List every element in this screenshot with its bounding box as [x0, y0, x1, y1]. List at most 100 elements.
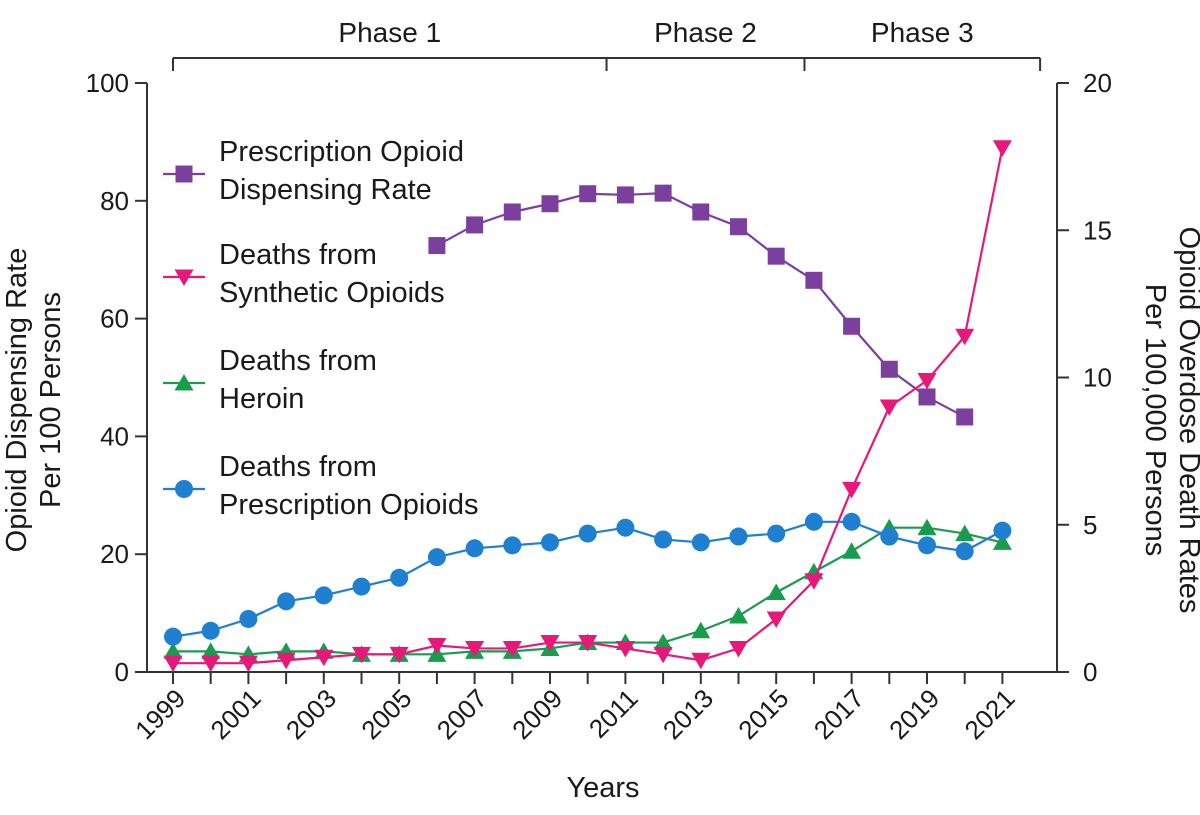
data-point-deaths-from-heroin — [201, 642, 221, 659]
data-point-prescription-opioid-dispensing-rate — [428, 237, 446, 255]
data-point-deaths-from-prescription-opioids — [201, 621, 220, 640]
left-y-tick-label: 100 — [86, 68, 129, 98]
data-point-prescription-opioid-dispensing-rate — [466, 216, 484, 234]
data-point-deaths-from-prescription-opioids — [654, 530, 673, 549]
series-prescription-opioid-dispensing-rate — [428, 184, 974, 426]
data-point-prescription-opioid-dispensing-rate — [692, 203, 710, 221]
data-point-deaths-from-heroin — [917, 518, 937, 536]
data-point-deaths-from-synthetic-opioids — [163, 655, 183, 673]
legend-label: Deaths from Prescription Opioids — [219, 451, 479, 521]
data-point-prescription-opioid-dispensing-rate — [579, 185, 597, 203]
data-point-deaths-from-prescription-opioids — [842, 512, 861, 531]
data-point-deaths-from-synthetic-opioids — [540, 635, 560, 652]
legend-entry-prescription-opioid-dispensing-rate: Prescription Opioid Dispensing Rate — [163, 136, 464, 206]
phase-label-3: Phase 3 — [871, 17, 974, 48]
data-point-deaths-from-prescription-opioids — [880, 527, 899, 546]
legend: Prescription Opioid Dispensing Rate Deaths… — [163, 136, 479, 521]
x-tick-label: 2013 — [657, 683, 719, 745]
right-y-axis-title: Opioid Overdose Death RatesPer 100,000 P… — [1139, 227, 1200, 614]
phase-brackets: Phase 1 Phase 2 Phase 3 — [172, 17, 1042, 71]
legend-swatch-marker — [174, 374, 194, 391]
data-point-deaths-from-synthetic-opioids — [465, 640, 485, 658]
data-point-deaths-from-synthetic-opioids — [804, 573, 824, 590]
data-point-deaths-from-synthetic-opioids — [238, 655, 258, 673]
x-tick-label: 2015 — [732, 683, 794, 745]
data-point-deaths-from-synthetic-opioids — [879, 399, 899, 416]
x-tick-label: 2005 — [355, 683, 417, 745]
data-point-deaths-from-prescription-opioids — [164, 627, 182, 646]
x-tick-label: 2021 — [959, 683, 1021, 745]
left-y-tick-label: 80 — [100, 186, 129, 216]
data-point-prescription-opioid-dispensing-rate — [503, 203, 521, 221]
phase-label-2: Phase 2 — [654, 17, 757, 48]
x-tick-label: 2017 — [808, 683, 870, 745]
data-point-deaths-from-heroin — [992, 533, 1012, 550]
data-point-deaths-from-prescription-opioids — [955, 542, 974, 561]
legend-entry-deaths-from-heroin: Deaths from Heroin — [163, 345, 377, 415]
right-y-tick-label: 0 — [1083, 657, 1097, 687]
legend-swatch-marker — [175, 480, 193, 498]
data-point-prescription-opioid-dispensing-rate — [767, 247, 785, 265]
x-tick-label: 2003 — [280, 683, 342, 745]
data-point-deaths-from-heroin — [766, 583, 786, 600]
left-y-axis-title: Opioid Dispensing RatePer 100 Persons — [1, 248, 67, 553]
data-point-deaths-from-prescription-opioids — [503, 536, 522, 555]
data-point-deaths-from-synthetic-opioids — [427, 637, 447, 655]
left-y-tick-label: 40 — [100, 421, 129, 451]
data-point-prescription-opioid-dispensing-rate — [654, 184, 672, 202]
data-point-deaths-from-heroin — [842, 542, 862, 559]
data-point-deaths-from-prescription-opioids — [918, 536, 936, 555]
data-point-deaths-from-synthetic-opioids — [729, 640, 748, 658]
data-point-deaths-from-synthetic-opioids — [766, 611, 786, 628]
data-point-deaths-from-synthetic-opioids — [352, 646, 371, 664]
data-point-deaths-from-prescription-opioids — [352, 577, 371, 596]
data-point-deaths-from-heroin — [729, 607, 748, 624]
data-point-deaths-from-heroin — [691, 621, 711, 639]
series-line-prescription-opioid-dispensing-rate — [436, 192, 966, 418]
data-point-deaths-from-prescription-opioids — [277, 592, 296, 611]
right-y-tick-label: 20 — [1083, 68, 1112, 98]
data-point-deaths-from-prescription-opioids — [541, 533, 559, 552]
data-point-deaths-from-prescription-opioids — [729, 527, 748, 546]
data-series — [163, 140, 1012, 673]
legend-label: Deaths from Synthetic Opioids — [219, 239, 445, 309]
data-point-deaths-from-synthetic-opioids — [955, 328, 975, 346]
legend-label: Deaths from Heroin — [219, 345, 377, 415]
data-point-deaths-from-synthetic-opioids — [389, 646, 409, 664]
left-y-tick-label: 20 — [100, 539, 129, 569]
data-point-prescription-opioid-dispensing-rate — [541, 195, 559, 213]
data-point-deaths-from-prescription-opioids — [767, 524, 786, 543]
legend-swatch-marker — [175, 165, 193, 183]
data-point-deaths-from-prescription-opioids — [390, 568, 409, 587]
data-point-deaths-from-prescription-opioids — [804, 512, 823, 531]
data-point-deaths-from-prescription-opioids — [427, 548, 446, 567]
data-point-deaths-from-prescription-opioids — [239, 609, 258, 628]
left-y-tick-label: 60 — [100, 304, 129, 334]
data-point-deaths-from-prescription-opioids — [993, 521, 1012, 540]
legend-entry-deaths-from-synthetic-opioids: Deaths from Synthetic Opioids — [163, 239, 445, 309]
x-tick-label: 2001 — [205, 683, 267, 745]
x-tick-label: 2011 — [583, 683, 644, 744]
data-point-deaths-from-prescription-opioids — [616, 518, 635, 537]
right-y-tick-label: 10 — [1083, 363, 1112, 393]
data-point-deaths-from-synthetic-opioids — [615, 640, 635, 658]
data-point-deaths-from-heroin — [955, 524, 975, 542]
data-point-deaths-from-prescription-opioids — [578, 524, 597, 543]
data-point-deaths-from-synthetic-opioids — [842, 481, 862, 499]
x-tick-label: 2019 — [883, 683, 945, 745]
x-tick-label: 2009 — [506, 683, 568, 745]
data-point-prescription-opioid-dispensing-rate — [843, 317, 861, 335]
data-point-deaths-from-synthetic-opioids — [314, 649, 334, 667]
data-point-prescription-opioid-dispensing-rate — [918, 388, 936, 406]
legend-entry-deaths-from-prescription-opioids: Deaths from Prescription Opioids — [163, 451, 479, 521]
data-point-prescription-opioid-dispensing-rate — [805, 271, 823, 289]
data-point-deaths-from-synthetic-opioids — [691, 652, 711, 670]
data-point-deaths-from-prescription-opioids — [465, 539, 484, 558]
data-point-prescription-opioid-dispensing-rate — [730, 218, 747, 236]
data-point-prescription-opioid-dispensing-rate — [616, 186, 634, 204]
right-y-tick-label: 15 — [1083, 215, 1112, 245]
data-point-deaths-from-prescription-opioids — [691, 533, 710, 552]
data-point-deaths-from-heroin — [653, 633, 673, 651]
legend-swatch-marker — [174, 269, 194, 286]
